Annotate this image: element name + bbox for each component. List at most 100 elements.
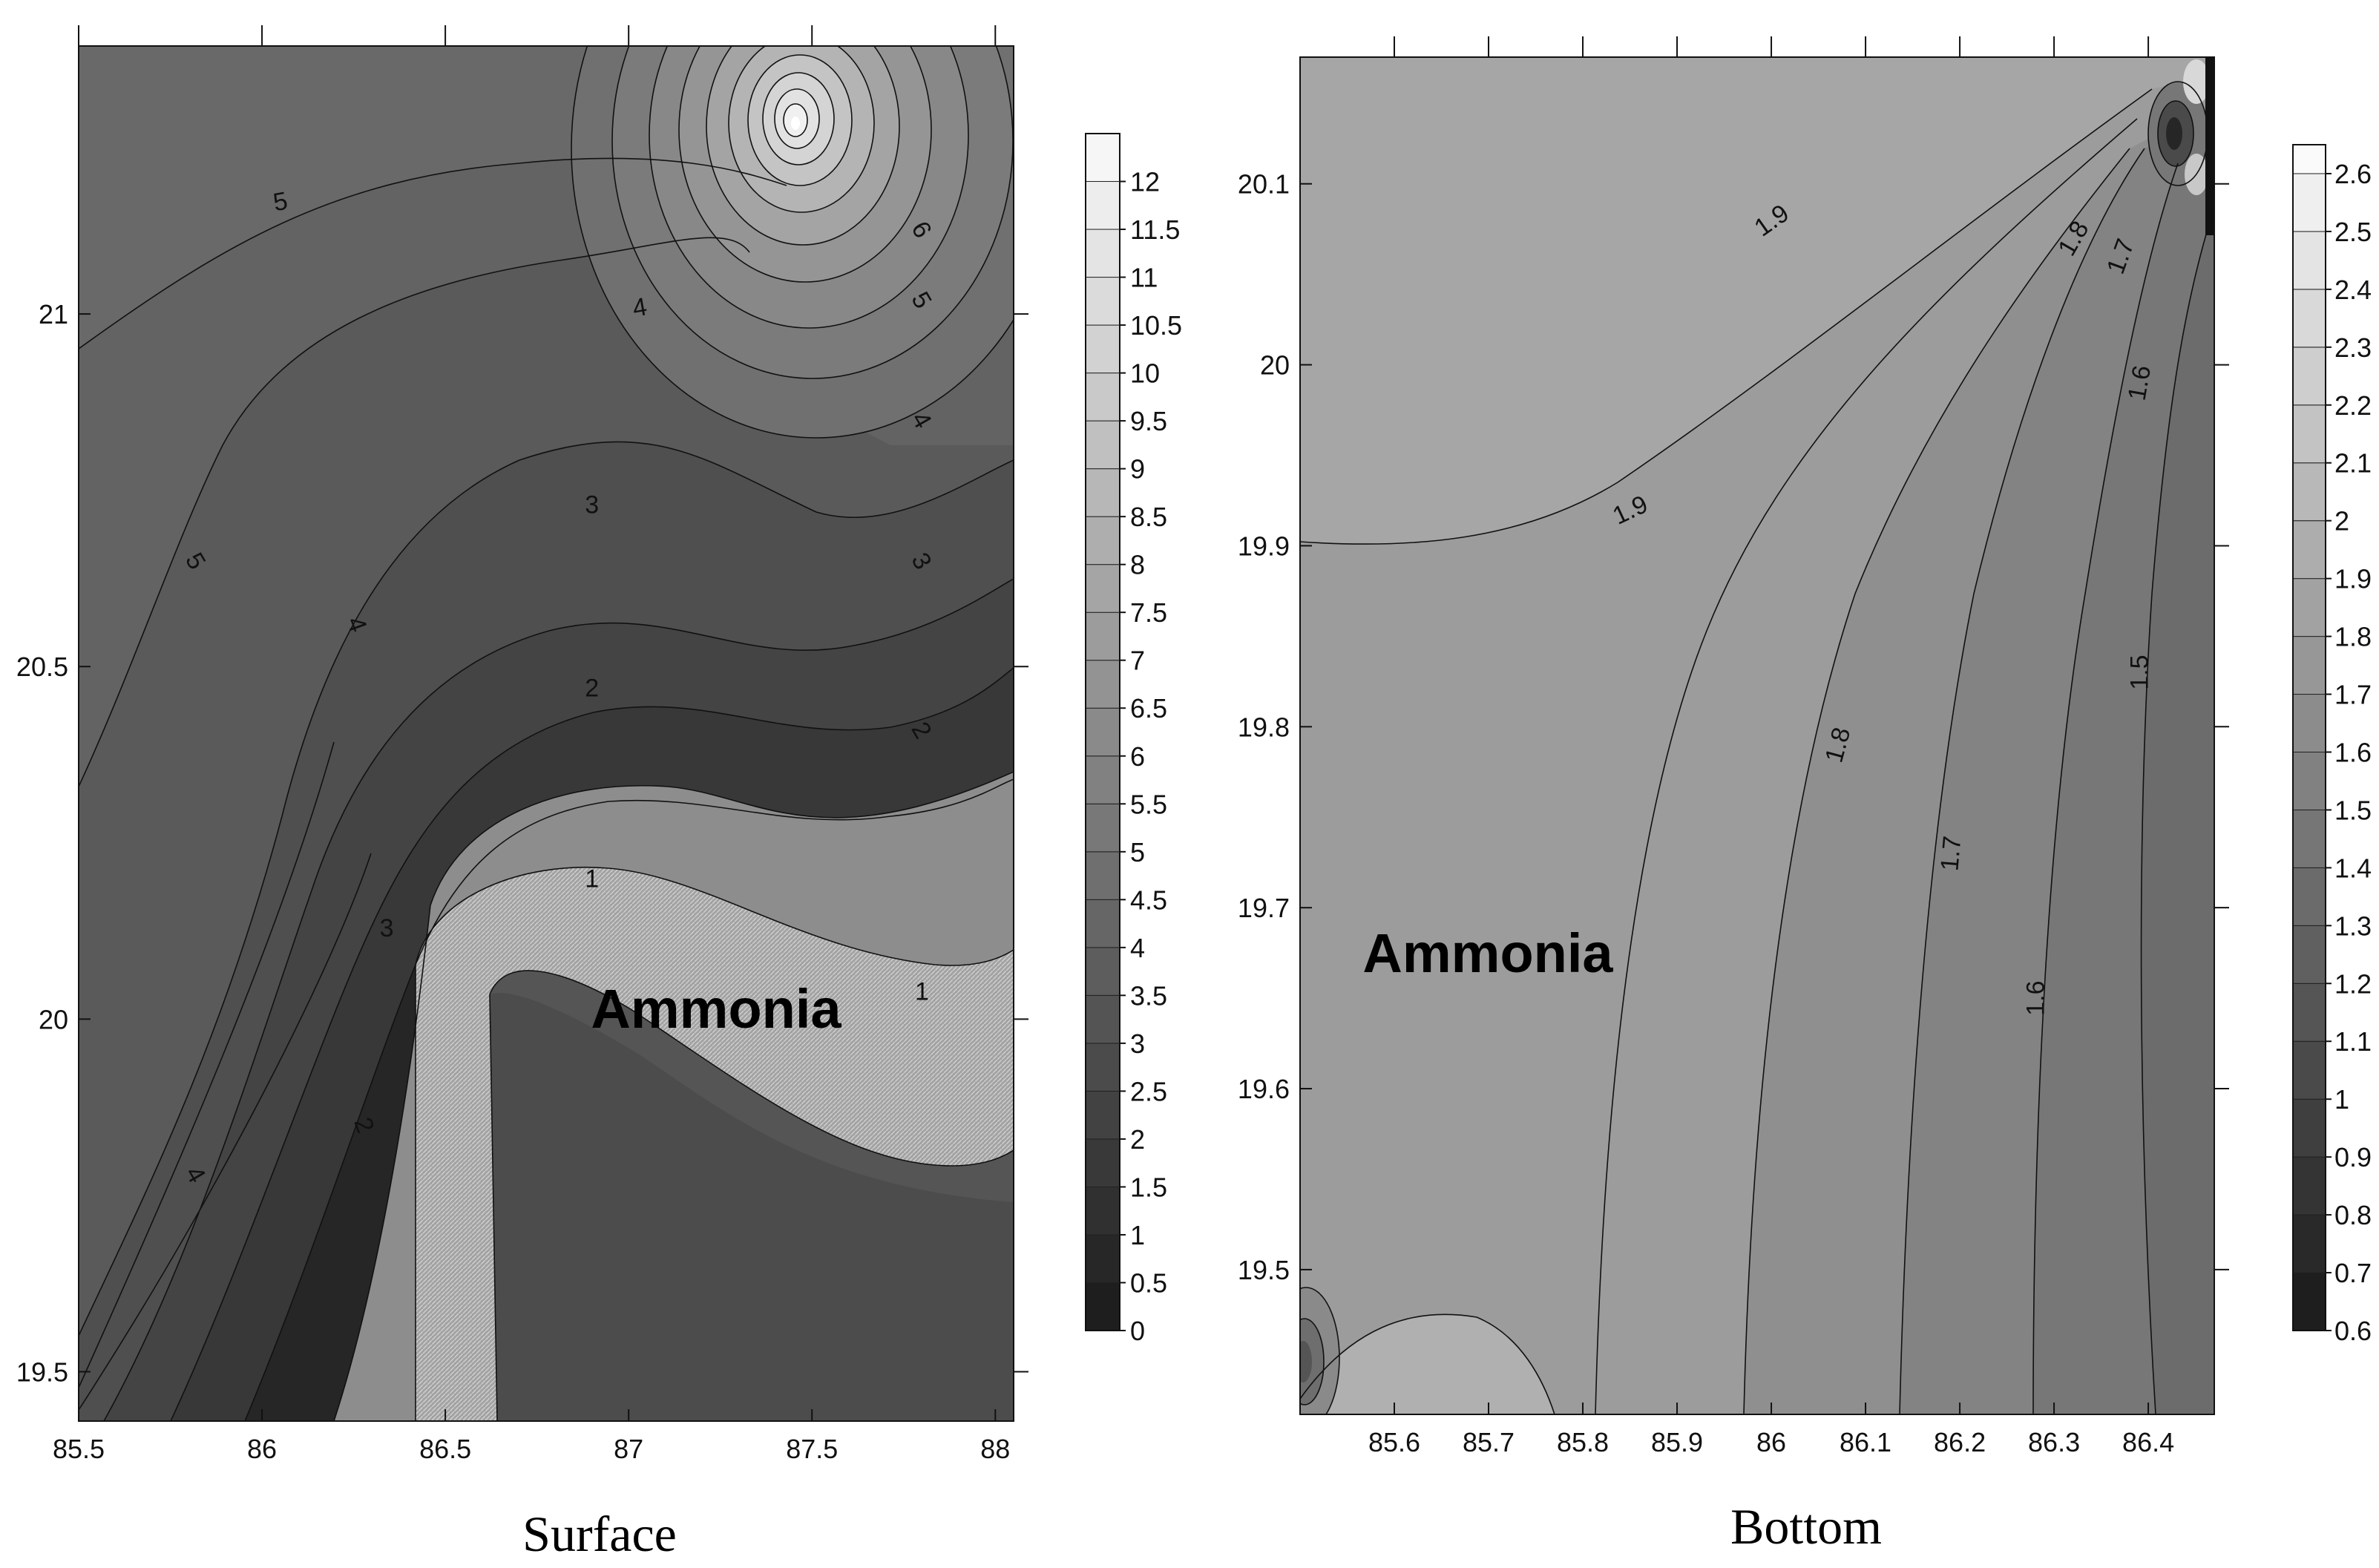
contour-label: 1.5: [2125, 655, 2153, 690]
colorbar-swatch: [2292, 520, 2326, 580]
colorbar-tick-label: 3: [1130, 1029, 1145, 1059]
colorbar-swatch: [1085, 851, 1120, 900]
colorbar-swatch: [2292, 144, 2326, 174]
x-tick-label: 86.1: [1840, 1427, 1891, 1457]
colorbar-swatch: [1085, 1234, 1120, 1283]
x-tick-label: 85.5: [53, 1434, 105, 1464]
colorbar-frame: [2292, 144, 2326, 1331]
surface-annotation: Ammonia: [591, 978, 841, 1040]
colorbar-tick-label: 7: [1130, 646, 1145, 676]
colorbar-tick-label: 0.7: [2334, 1258, 2372, 1288]
colorbar-tick-label: 12: [1130, 167, 1160, 197]
x-tick-label: 86.5: [419, 1434, 471, 1464]
x-tick-label: 85.7: [1463, 1427, 1515, 1457]
colorbar-tick-label: 0.8: [2334, 1200, 2372, 1230]
contour-label: 1.6: [2022, 980, 2050, 1015]
colorbar-swatch: [2292, 404, 2326, 464]
contour-label-text: 2: [585, 675, 599, 703]
colorbar-tick-label: 2.6: [2334, 159, 2372, 189]
surface-caption: Surface: [522, 1506, 677, 1562]
colorbar-tick-label: 7.5: [1130, 597, 1167, 628]
y-tick-label: 19.8: [1238, 712, 1290, 742]
colorbar-swatch: [2292, 751, 2326, 810]
x-tick-label: 87: [614, 1434, 643, 1464]
colorbar-swatch: [2292, 867, 2326, 926]
colorbar-tick-label: 5.5: [1130, 789, 1167, 819]
x-tick-label: 88: [980, 1434, 1010, 1464]
colorbar-swatch: [2292, 578, 2326, 637]
colorbar-swatch: [1085, 420, 1120, 470]
colorbar-swatch: [1085, 373, 1120, 421]
colorbar-tick-label: 1.1: [2334, 1026, 2372, 1057]
colorbar-tick-label: 9: [1130, 454, 1145, 485]
colorbar-swatch: [2292, 231, 2326, 290]
colorbar-swatch: [1085, 1043, 1120, 1092]
contour-label-text: 1.5: [2125, 655, 2153, 690]
colorbar-tick-label: 4.5: [1130, 885, 1167, 915]
bottom-axes: 85.6 85.7 85.8 85.9 86 86.1 86.2 86.3 86.4 20.1 20…: [1238, 36, 2229, 1457]
y-tick-label: 19.5: [1238, 1255, 1290, 1285]
colorbar-swatch: [1085, 277, 1120, 326]
colorbar-tick-label: 0: [1130, 1316, 1145, 1346]
bottom-contour-fill: [1300, 57, 2214, 1414]
y-tick-label: 20.1: [1238, 169, 1290, 200]
colorbar-swatch: [1085, 229, 1120, 278]
colorbar-tick-label: 1.5: [2334, 795, 2372, 825]
colorbar-swatch: [2292, 694, 2326, 752]
contour-label-text: 3: [585, 491, 599, 519]
colorbar-tick-label: 11: [1130, 263, 1158, 293]
colorbar-swatch: [2292, 462, 2326, 522]
colorbar-tick-label: 0.6: [2334, 1316, 2372, 1346]
contour-label-text: 1: [585, 865, 599, 893]
colorbar-tick-label: 1.3: [2334, 911, 2372, 941]
colorbar-tick-label: 11.5: [1130, 214, 1180, 245]
colorbar-tick-label: 3.5: [1130, 980, 1167, 1011]
y-tick-label: 21: [39, 299, 68, 329]
colorbar-swatch: [2292, 289, 2326, 348]
colorbar-tick-label: 2.5: [1130, 1076, 1167, 1106]
colorbar-tick-label: 2: [1130, 1124, 1145, 1155]
colorbar-swatch: [1085, 1186, 1120, 1236]
bottom-annotation: Ammonia: [1362, 922, 1613, 984]
y-tick-label: 19.7: [1238, 893, 1290, 923]
colorbar-swatch: [2292, 809, 2326, 868]
contour-label-text: 1.6: [2022, 980, 2050, 1015]
x-tick-label: 85.8: [1557, 1427, 1609, 1457]
y-tick-label: 19.9: [1238, 531, 1290, 561]
colorbar-tick-label: 1.6: [2334, 737, 2372, 767]
colorbar-tick-label: 1.9: [2334, 564, 2372, 594]
x-tick-label: 86.2: [1934, 1427, 1986, 1457]
contour-label: 5: [271, 187, 289, 217]
contour-label-text: 1: [915, 977, 929, 1006]
colorbar-swatch: [2292, 636, 2326, 695]
colorbar-tick-label: 8.5: [1130, 502, 1167, 532]
colorbar-tick-label: 2.5: [2334, 217, 2372, 247]
colorbar-tick-label: 0.9: [2334, 1142, 2372, 1172]
contour-label-text: 3: [380, 914, 394, 942]
contour-label: 1: [585, 865, 599, 893]
colorbar-tick-label: 10: [1130, 358, 1160, 389]
colorbar-swatch: [2292, 1098, 2326, 1158]
surface-peak: [571, 46, 1014, 438]
colorbar-swatch: [1085, 516, 1120, 565]
colorbar-swatch: [1085, 994, 1120, 1044]
colorbar-tick-label: 2.4: [2334, 275, 2372, 305]
colorbar-swatch: [1085, 947, 1120, 996]
colorbar-tick-label: 1.4: [2334, 853, 2372, 883]
colorbar-swatch: [2292, 173, 2326, 232]
contour-label: 1: [915, 977, 929, 1006]
colorbar-tick-label: 1.5: [1130, 1172, 1167, 1202]
colorbar-swatch: [1085, 324, 1120, 374]
x-tick-label: 86.4: [2122, 1427, 2174, 1457]
colorbar-swatch: [2292, 1040, 2326, 1100]
contour-label: 4: [631, 292, 649, 323]
colorbar-tick-label: 1: [1130, 1220, 1145, 1250]
y-tick-label: 20.5: [16, 652, 68, 682]
surface-plot-frame: [78, 45, 1014, 1422]
colorbar-swatch: [2292, 983, 2326, 1042]
bottom-caption: Bottom: [1730, 1498, 1882, 1555]
colorbar-swatch: [1085, 899, 1120, 948]
